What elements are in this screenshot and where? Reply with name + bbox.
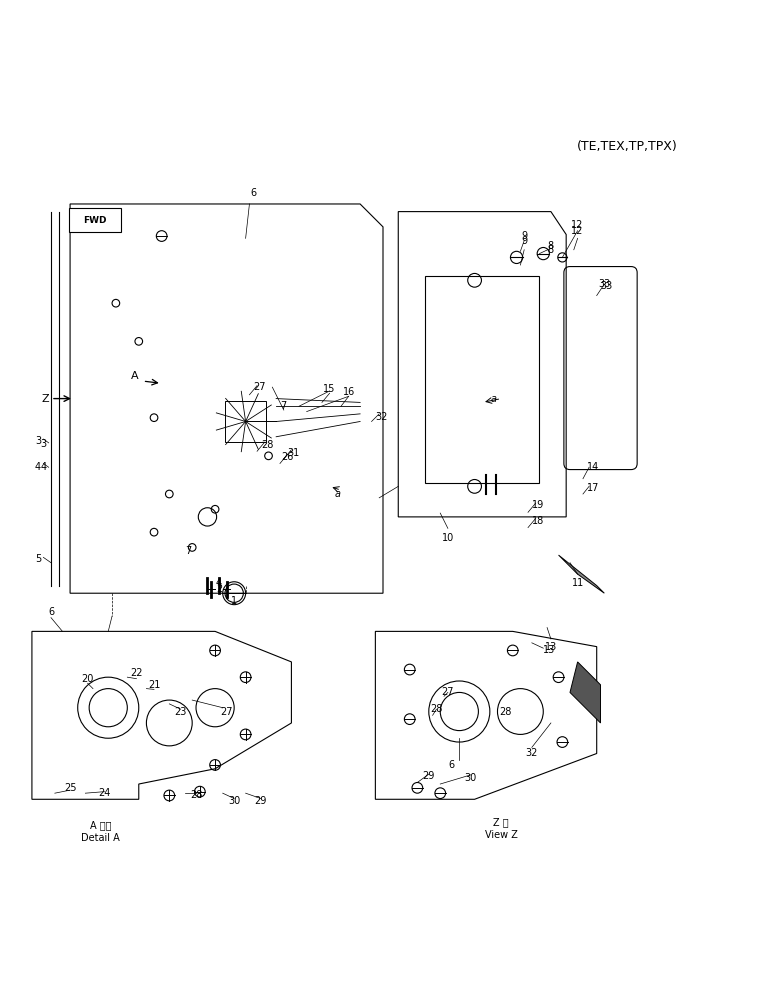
Text: 17: 17 <box>587 483 599 493</box>
Polygon shape <box>570 662 601 723</box>
Text: 28: 28 <box>190 790 202 800</box>
Circle shape <box>510 251 522 264</box>
Text: 26: 26 <box>281 453 294 462</box>
Text: 5: 5 <box>35 554 41 564</box>
Text: 11: 11 <box>571 578 584 588</box>
Text: 24: 24 <box>98 788 110 798</box>
Text: a: a <box>334 489 340 499</box>
Text: 19: 19 <box>532 501 544 511</box>
Text: 7: 7 <box>185 546 192 556</box>
Text: 9: 9 <box>521 235 527 246</box>
Text: A 詳細
Detail A: A 詳細 Detail A <box>81 820 120 843</box>
Text: 29: 29 <box>255 795 267 806</box>
Text: 13: 13 <box>545 641 557 652</box>
Text: 8: 8 <box>548 245 554 255</box>
Text: 18: 18 <box>532 516 544 526</box>
Text: 31: 31 <box>286 448 299 457</box>
Text: 27: 27 <box>253 382 266 392</box>
Text: 21: 21 <box>148 680 160 690</box>
Text: 1: 1 <box>231 596 237 606</box>
Text: A: A <box>131 370 139 380</box>
Text: 29: 29 <box>423 772 435 782</box>
Text: 10: 10 <box>442 534 454 543</box>
Text: 20: 20 <box>81 674 93 684</box>
Text: 4: 4 <box>216 578 222 588</box>
Text: 3: 3 <box>41 440 47 450</box>
Text: 33: 33 <box>601 282 613 291</box>
Text: 14: 14 <box>587 462 599 472</box>
Text: 4: 4 <box>35 462 41 472</box>
Text: Z 図
View Z: Z 図 View Z <box>485 817 518 840</box>
Polygon shape <box>558 555 604 593</box>
Text: Z: Z <box>42 393 50 403</box>
Text: 6: 6 <box>48 608 54 618</box>
Text: 30: 30 <box>465 773 477 782</box>
Text: 4: 4 <box>41 462 47 472</box>
FancyBboxPatch shape <box>68 207 121 232</box>
Text: 28: 28 <box>260 440 273 451</box>
Text: 30: 30 <box>228 795 241 806</box>
Text: 6: 6 <box>449 760 455 770</box>
Text: 7: 7 <box>280 401 287 411</box>
Text: 15: 15 <box>323 383 336 393</box>
Text: 28: 28 <box>499 706 511 716</box>
Text: 6: 6 <box>250 188 257 198</box>
Text: 13: 13 <box>543 645 555 655</box>
Text: 22: 22 <box>130 668 142 679</box>
Circle shape <box>537 247 549 260</box>
Text: 3: 3 <box>35 436 41 446</box>
Text: 16: 16 <box>342 386 355 397</box>
Text: 33: 33 <box>598 280 611 289</box>
Text: 23: 23 <box>175 706 187 716</box>
Text: 25: 25 <box>64 782 77 792</box>
Text: 2: 2 <box>216 585 222 595</box>
Text: 32: 32 <box>525 749 538 759</box>
Text: 32: 32 <box>375 412 388 422</box>
Text: 27: 27 <box>442 688 454 698</box>
Text: 28: 28 <box>430 704 443 714</box>
Text: 8: 8 <box>548 241 554 251</box>
Text: (TE,TEX,TP,TPX): (TE,TEX,TP,TPX) <box>577 140 678 153</box>
Text: FWD: FWD <box>83 215 107 224</box>
Text: 27: 27 <box>221 706 233 716</box>
Text: 9: 9 <box>521 231 527 241</box>
Text: 12: 12 <box>571 220 584 230</box>
Text: a: a <box>491 393 496 403</box>
Text: 12: 12 <box>571 225 584 236</box>
